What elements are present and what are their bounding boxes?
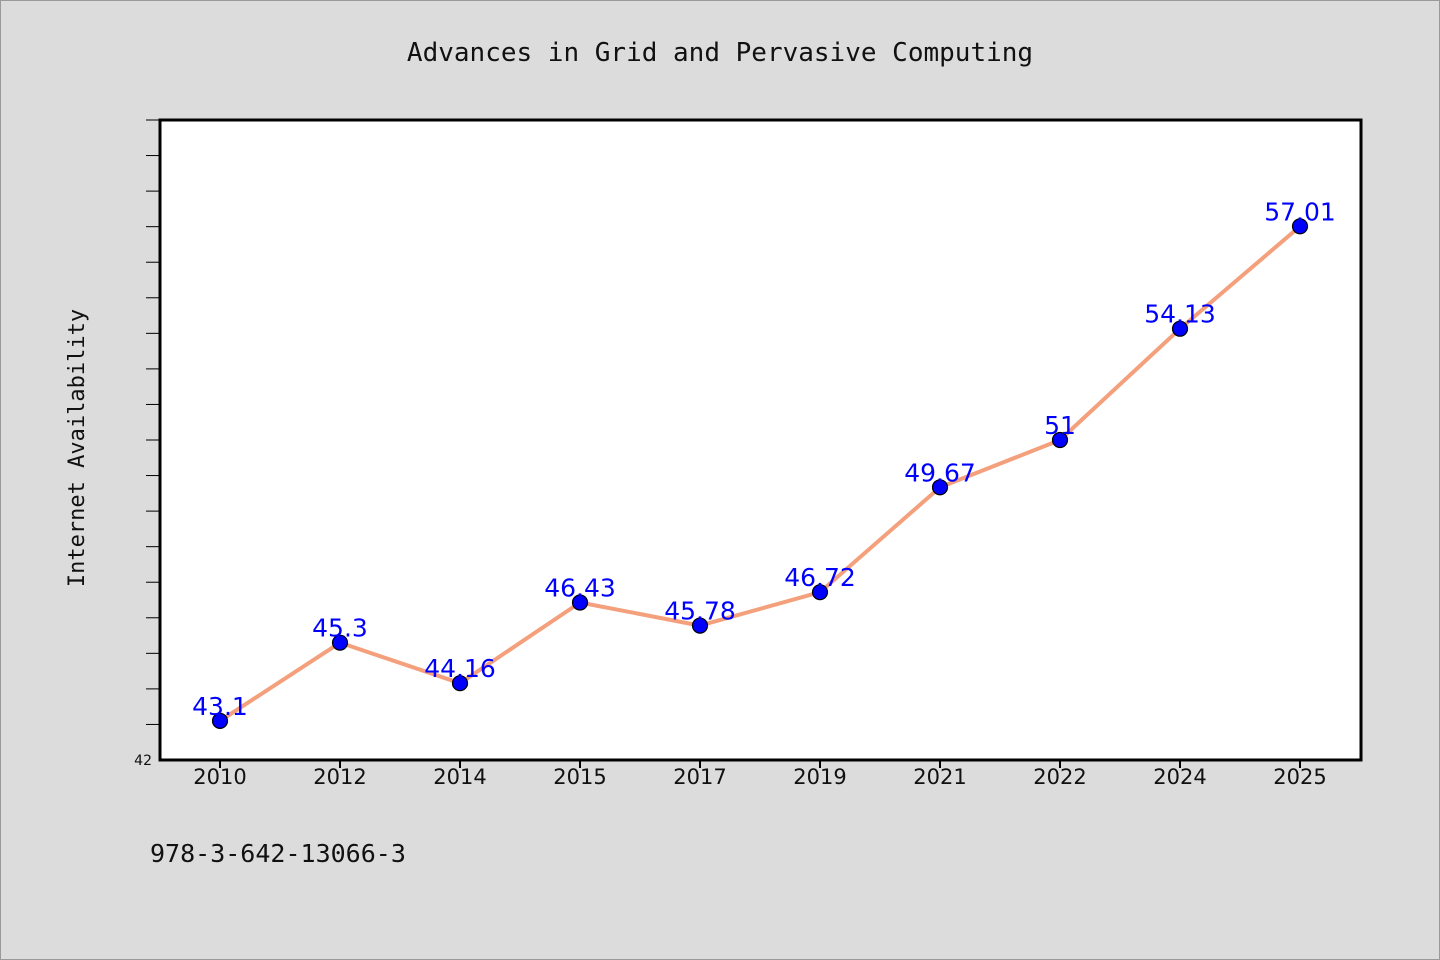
chart-title: Advances in Grid and Pervasive Computing bbox=[407, 38, 1033, 68]
data-label: 45.3 bbox=[312, 614, 368, 643]
x-tick-label: 2015 bbox=[553, 765, 606, 789]
data-label: 49.67 bbox=[904, 458, 976, 487]
data-point bbox=[451, 675, 469, 692]
x-tick-label: 2017 bbox=[673, 765, 726, 789]
x-axis-ticks: 2010 2012 2014 2015 2017 2019 2021 2022 2024 2025 bbox=[193, 760, 1327, 789]
data-label: 51 bbox=[1044, 411, 1076, 440]
data-label: 46.43 bbox=[544, 573, 616, 602]
data-label: 57.01 bbox=[1264, 197, 1336, 226]
data-point bbox=[331, 634, 349, 651]
data-point bbox=[691, 617, 709, 634]
x-tick-label: 2025 bbox=[1273, 765, 1326, 789]
data-labels: 43.1 45.3 44.16 46.43 45.78 46.72 49.67 51 54.13… bbox=[192, 197, 1336, 721]
data-point bbox=[1051, 431, 1069, 449]
series-line bbox=[218, 224, 1302, 723]
series-line-group bbox=[218, 224, 1302, 723]
isbn-footer: 978-3-642-13066-3 bbox=[150, 839, 406, 868]
data-label: 46.72 bbox=[784, 563, 856, 592]
y-axis-label: Internet Availability bbox=[65, 309, 90, 587]
data-label: 54.13 bbox=[1144, 300, 1216, 329]
x-tick-label: 2010 bbox=[193, 765, 246, 789]
x-tick-label: 2021 bbox=[913, 765, 966, 789]
data-point bbox=[1171, 320, 1189, 337]
x-tick-label: 2012 bbox=[313, 765, 366, 789]
plot-area bbox=[158, 118, 1363, 762]
data-points bbox=[211, 218, 1309, 729]
data-point bbox=[931, 479, 949, 496]
data-point bbox=[1291, 218, 1309, 235]
data-point bbox=[211, 712, 229, 729]
x-tick-label: 2019 bbox=[793, 765, 846, 789]
data-point bbox=[571, 594, 589, 611]
y-tick-label: 42 bbox=[134, 753, 152, 769]
x-tick-label: 2022 bbox=[1033, 765, 1086, 789]
data-label: 43.1 bbox=[192, 692, 248, 721]
data-label: 44.16 bbox=[424, 654, 496, 683]
x-tick-label: 2014 bbox=[433, 765, 486, 789]
data-label: 45.78 bbox=[664, 597, 736, 626]
data-point bbox=[811, 584, 829, 601]
x-tick-label: 2024 bbox=[1153, 765, 1206, 789]
y-axis-ticks: 42 bbox=[134, 119, 160, 769]
